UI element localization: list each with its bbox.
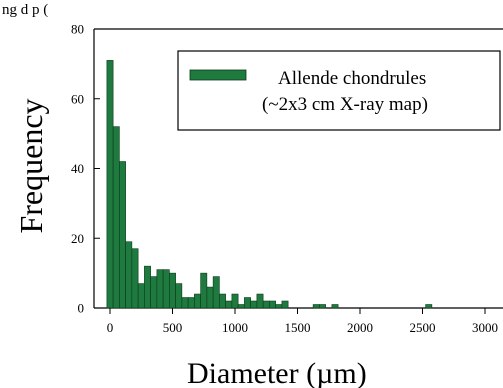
histogram-bar (319, 304, 326, 309)
histogram-bar (244, 297, 251, 309)
y-tick-label: 40 (71, 161, 84, 176)
legend-box (177, 50, 501, 131)
x-tick-label: 1000 (222, 320, 248, 335)
y-tick-label: 20 (71, 231, 84, 246)
histogram-bar (256, 293, 264, 309)
x-ticks: 0 500 1000 1500 2000 2500 3000 (107, 308, 498, 335)
histogram-bar (425, 304, 433, 309)
histogram-bar (175, 283, 183, 309)
histogram-bar (275, 304, 283, 309)
histogram-bar (200, 272, 208, 309)
histogram-bar (150, 276, 158, 309)
legend-label-line1: Allende chondrules (278, 68, 426, 89)
x-tick-label: 3000 (472, 320, 498, 335)
histogram-bar (137, 283, 145, 309)
histogram-bar (225, 300, 233, 309)
histogram-bar (262, 300, 270, 309)
histogram-bar (119, 161, 126, 309)
histogram-bar (250, 300, 258, 309)
histogram-bar (162, 269, 170, 309)
bars-layer (106, 60, 433, 309)
histogram-bar (231, 293, 239, 309)
histogram-bar (125, 241, 133, 309)
histogram-bar (112, 126, 120, 309)
legend-label-line2: (~2x3 cm X-ray map) (262, 94, 428, 115)
y-tick-label: 0 (78, 301, 85, 316)
histogram-bar (194, 293, 201, 309)
x-tick-label: 500 (163, 320, 183, 335)
histogram-bar (169, 272, 176, 309)
x-tick-label: 2000 (347, 320, 373, 335)
x-axis-title: Diameter (µm) (187, 357, 367, 388)
histogram-bar (212, 276, 220, 309)
top-caption: ng d p ( (2, 2, 48, 18)
y-tick-label: 60 (71, 91, 84, 106)
histogram-bar (331, 304, 339, 309)
histogram-bar (312, 304, 320, 309)
histogram-bar (106, 60, 114, 309)
histogram-bar (181, 297, 189, 309)
histogram-bar (281, 300, 289, 309)
y-ticks: 0 20 40 60 80 (71, 22, 100, 316)
histogram-bar (131, 248, 139, 309)
histogram-bar (156, 269, 164, 309)
x-tick-label: 2500 (410, 320, 436, 335)
x-tick-label: 1500 (285, 320, 311, 335)
histogram-bar (269, 300, 276, 309)
y-axis-title: Frequency (13, 98, 49, 233)
histogram-bar (219, 293, 226, 309)
y-tick-label: 80 (71, 22, 84, 37)
histogram-bar (237, 304, 245, 309)
x-tick-label: 0 (107, 320, 114, 335)
legend: Allende chondrules (~2x3 cm X-ray map) (177, 50, 501, 131)
histogram-bar (206, 286, 214, 309)
legend-swatch (189, 69, 247, 81)
histogram-bar (187, 297, 195, 309)
histogram-bar (144, 265, 151, 309)
